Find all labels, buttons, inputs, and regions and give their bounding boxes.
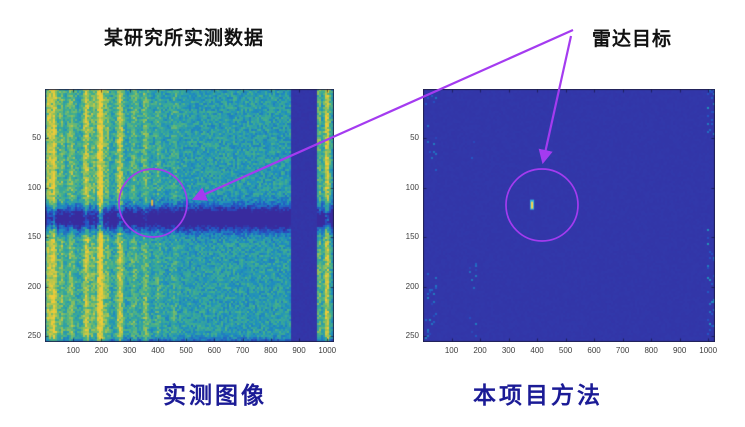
y-tick-label: 250 xyxy=(15,331,41,341)
slide-canvas: 某研究所实测数据 雷达目标 100 200 300 400 500 600 700 800 90… xyxy=(0,0,745,427)
x-tick-label: 200 xyxy=(467,346,493,356)
x-tick-label: 400 xyxy=(524,346,550,356)
x-tick-label: 400 xyxy=(145,346,171,356)
x-tick-label: 900 xyxy=(667,346,693,356)
measured-image-caption: 实测图像 xyxy=(85,376,345,410)
x-tick-label: 300 xyxy=(496,346,522,356)
x-tick-label: 700 xyxy=(610,346,636,356)
x-tick-label: 700 xyxy=(230,346,256,356)
x-tick-label: 100 xyxy=(60,346,86,356)
measured-image-heatmap xyxy=(45,89,334,342)
x-tick-label: 100 xyxy=(439,346,465,356)
method-result-plot: 100 200 300 400 500 600 700 800 900 1000 50 100 150 2… xyxy=(423,89,715,342)
radar-target-label: 雷达目标 xyxy=(592,24,672,51)
y-tick-label: 50 xyxy=(393,133,419,143)
x-tick-label: 800 xyxy=(258,346,284,356)
x-tick-label: 300 xyxy=(117,346,143,356)
y-tick-label: 200 xyxy=(393,282,419,292)
x-tick-label: 500 xyxy=(173,346,199,356)
x-tick-label: 900 xyxy=(286,346,312,356)
x-tick-label: 1000 xyxy=(695,346,721,356)
y-tick-label: 200 xyxy=(15,282,41,292)
x-tick-label: 600 xyxy=(201,346,227,356)
x-tick-label: 500 xyxy=(553,346,579,356)
y-tick-label: 100 xyxy=(393,183,419,193)
y-tick-label: 150 xyxy=(393,232,419,242)
measured-image-plot: 100 200 300 400 500 600 700 800 900 1000 50 100 150 2… xyxy=(45,89,334,342)
left-plot-title: 某研究所实测数据 xyxy=(104,23,264,50)
x-tick-label: 1000 xyxy=(314,346,340,356)
y-tick-label: 50 xyxy=(15,133,41,143)
x-tick-label: 600 xyxy=(581,346,607,356)
x-tick-label: 800 xyxy=(638,346,664,356)
y-tick-label: 250 xyxy=(393,331,419,341)
method-caption: 本项目方法 xyxy=(408,376,668,410)
x-tick-label: 200 xyxy=(88,346,114,356)
y-tick-label: 150 xyxy=(15,232,41,242)
method-result-heatmap xyxy=(423,89,715,342)
y-tick-label: 100 xyxy=(15,183,41,193)
